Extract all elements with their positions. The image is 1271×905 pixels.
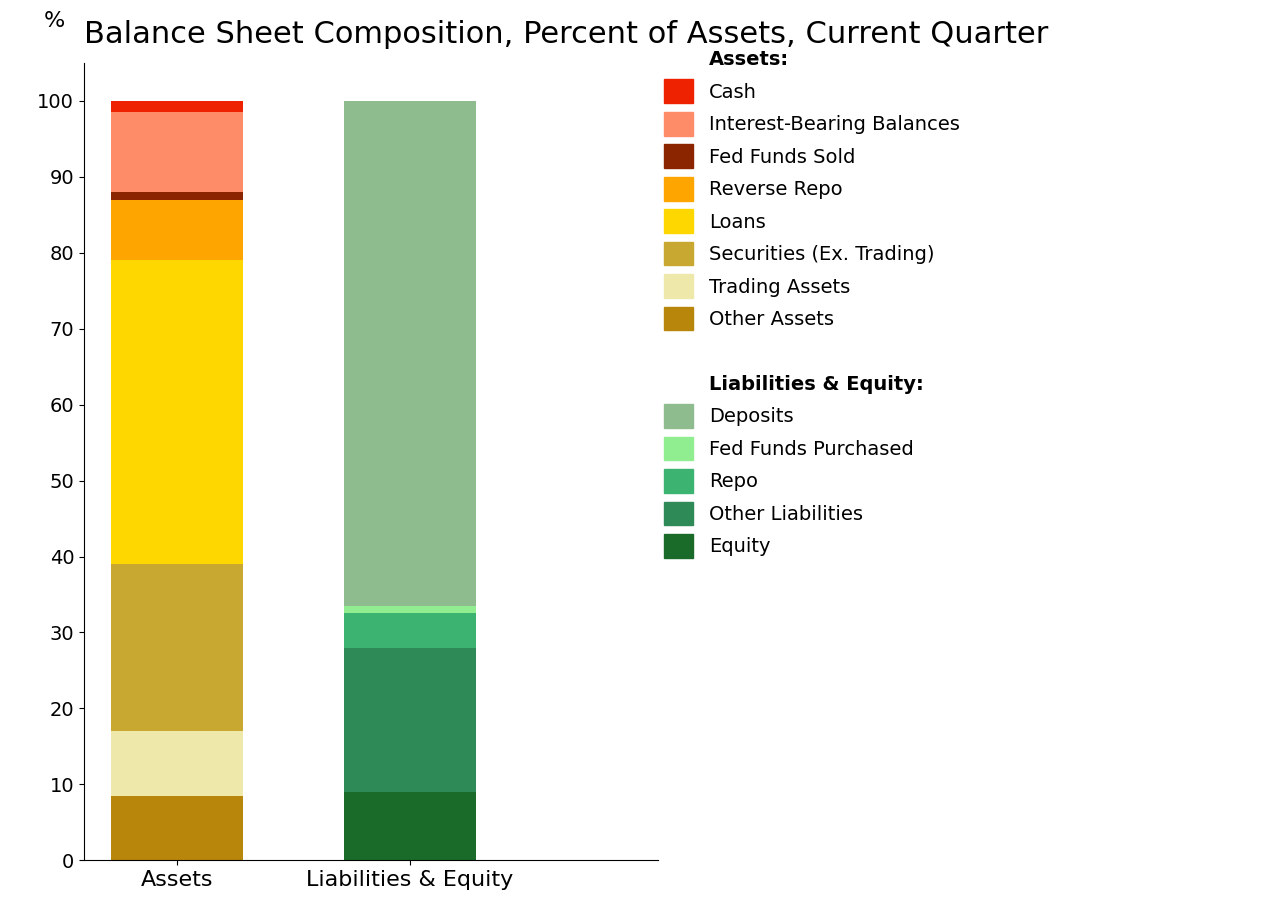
- Bar: [111, 100, 243, 112]
- Bar: [111, 795, 243, 861]
- Text: %: %: [43, 11, 65, 31]
- Bar: [344, 605, 475, 614]
- Bar: [111, 200, 243, 261]
- Bar: [111, 112, 243, 192]
- Text: Balance Sheet Composition, Percent of Assets, Current Quarter: Balance Sheet Composition, Percent of As…: [84, 21, 1049, 50]
- Legend: Assets:, Cash, Interest-Bearing Balances, Fed Funds Sold, Reverse Repo, Loans, S: Assets:, Cash, Interest-Bearing Balances…: [663, 47, 960, 557]
- Bar: [111, 192, 243, 200]
- Bar: [344, 614, 475, 648]
- Bar: [111, 261, 243, 564]
- Bar: [344, 792, 475, 861]
- Bar: [344, 648, 475, 792]
- Bar: [111, 731, 243, 795]
- Bar: [344, 100, 475, 605]
- Bar: [111, 564, 243, 731]
